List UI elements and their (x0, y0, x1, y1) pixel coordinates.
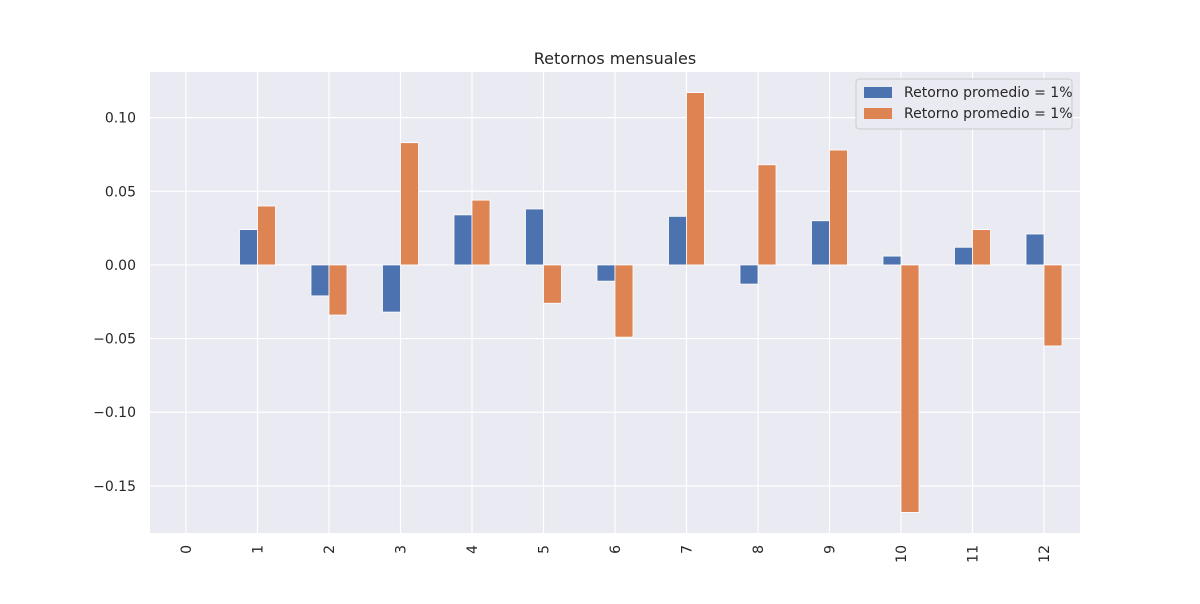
y-axis-ticks: 0.10 0.05 0.00 −0.05 −0.10 −0.15 (93, 111, 136, 495)
bar-series-1-9 (811, 220, 830, 266)
bar-series-1-8 (739, 264, 759, 285)
bar-series-1-5 (525, 208, 544, 266)
bar-series-2-11 (972, 229, 991, 266)
y-tick-label: 0.00 (105, 258, 136, 274)
bar-series-1-4 (453, 214, 473, 266)
chart-title: Retornos mensuales (534, 49, 696, 68)
x-tick-label: 5 (537, 545, 553, 554)
bar-series-2-9 (829, 149, 848, 266)
legend-box (855, 78, 1073, 130)
x-axis-ticks: 0 1 2 3 4 5 6 7 8 9 10 11 12 (179, 545, 1053, 563)
bar-series-2-7 (686, 92, 705, 266)
bar-series-2-6 (614, 264, 634, 338)
bar-series-1-3 (382, 264, 401, 313)
y-tick-label: −0.10 (93, 405, 136, 421)
x-tick-label: 6 (608, 545, 624, 554)
bar-series-1-6 (596, 264, 616, 282)
legend-swatch (864, 108, 892, 119)
legend-swatch (864, 87, 892, 98)
bar-series-2-4 (471, 199, 491, 266)
legend: Retorno promedio = 1% Retorno promedio = … (855, 78, 1073, 130)
bar-series-2-5 (543, 264, 562, 304)
bar-series-2-10 (900, 264, 920, 513)
bar-series-1-12 (1025, 233, 1045, 266)
x-tick-label: 0 (179, 545, 195, 554)
legend-label: Retorno promedio = 1% (904, 106, 1073, 122)
x-tick-label: 7 (680, 545, 696, 554)
bar-series-2-2 (328, 264, 348, 316)
x-tick-label: 2 (322, 545, 338, 554)
x-tick-label: 8 (751, 545, 767, 554)
x-tick-label: 1 (251, 545, 267, 554)
bar-series-1-1 (239, 229, 258, 266)
y-tick-label: 0.10 (105, 111, 136, 127)
bar-series-1-7 (668, 215, 687, 266)
bar-series-1-2 (310, 264, 330, 297)
x-tick-label: 3 (394, 545, 410, 554)
bar-series-2-3 (400, 142, 419, 266)
bar-series-2-1 (257, 205, 276, 266)
y-tick-label: −0.15 (93, 479, 136, 495)
bar-series-1-11 (954, 246, 973, 266)
y-tick-label: −0.05 (93, 332, 136, 348)
x-tick-label: 10 (894, 545, 910, 563)
x-tick-label: 4 (465, 545, 481, 554)
bar-series-2-12 (1043, 264, 1063, 347)
x-tick-label: 12 (1037, 545, 1053, 563)
bar-series-2-8 (757, 164, 777, 266)
x-tick-label: 11 (966, 545, 982, 563)
bars-group (239, 92, 1063, 513)
x-tick-label: 9 (823, 545, 839, 554)
bar-series-1-10 (882, 255, 902, 266)
y-tick-label: 0.05 (105, 184, 136, 200)
legend-label: Retorno promedio = 1% (904, 85, 1073, 101)
